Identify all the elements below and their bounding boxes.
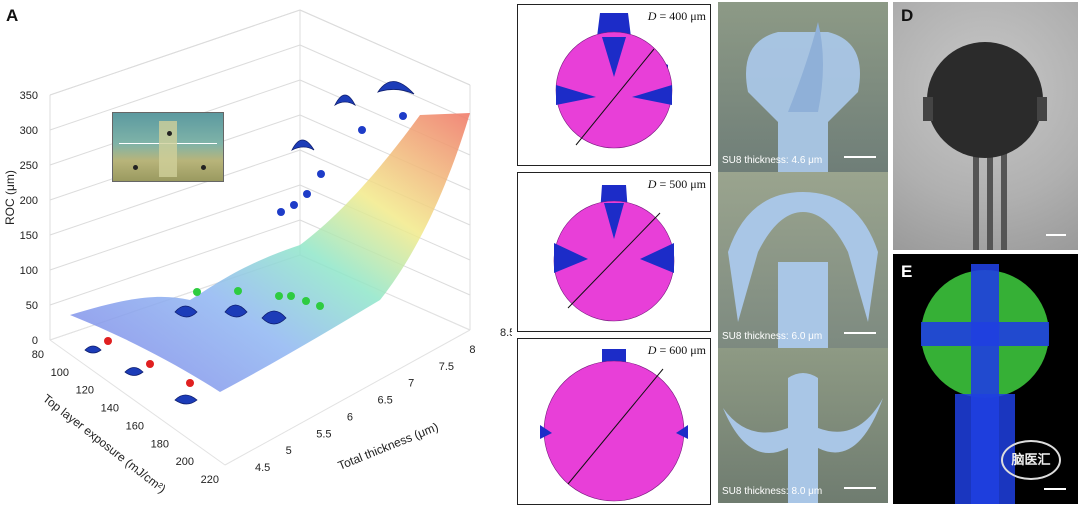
- structure-icon: [224, 304, 248, 318]
- x-tick-label: 5: [286, 445, 292, 457]
- watermark-logo: 脑医汇: [1001, 440, 1061, 480]
- sem-caption-8-0: SU8 thickness: 8.0 μm: [722, 486, 823, 497]
- roc-3d-chart: 0 50 100 150 200 250 300 350 4.5 5 5.5 6 6.5 7 7.5 8 8.…: [3, 9, 512, 496]
- sem-caption-6-0: SU8 thickness: 6.0 μm: [722, 331, 823, 342]
- x-tick-label: 7.5: [439, 361, 454, 373]
- diameter-label-600: D = 600 μm: [647, 343, 706, 357]
- diameter-label-400: D = 400 μm: [647, 9, 706, 23]
- structure-glyphs: [84, 81, 415, 405]
- z-tick-label: 50: [26, 300, 38, 312]
- data-point: [234, 287, 242, 295]
- z-tick-label: 0: [32, 335, 38, 347]
- z-tick-label: 200: [20, 195, 38, 207]
- mesh-model-400: D = 400 μm: [517, 4, 711, 166]
- sem-caption-4-6: SU8 thickness: 4.6 μm: [722, 155, 823, 166]
- data-point: [316, 302, 324, 310]
- data-point: [317, 170, 325, 178]
- data-point: [146, 360, 154, 368]
- fitted-surface: [70, 113, 470, 392]
- diameter-label-500: D = 500 μm: [647, 177, 706, 191]
- x-tick-label: 7: [408, 378, 414, 390]
- y-tick-label: 140: [101, 403, 119, 415]
- data-point: [104, 337, 112, 345]
- data-point: [186, 379, 194, 387]
- y-tick-label: 160: [126, 420, 144, 432]
- structure-icon: [261, 310, 287, 325]
- z-tick-label: 250: [20, 160, 38, 172]
- y-tick-label: 80: [32, 349, 44, 361]
- y-tick-label: 200: [176, 456, 194, 468]
- z-tick-label: 150: [20, 230, 38, 242]
- structure-icon: [174, 394, 198, 405]
- z-tick-label: 350: [20, 90, 38, 102]
- structure-icon: [174, 305, 198, 318]
- y-tick-label: 180: [151, 438, 169, 450]
- z-tick-label: 300: [20, 125, 38, 137]
- x-tick-label: 5.5: [316, 428, 331, 440]
- fluorescence-image: E 脑医汇: [893, 254, 1078, 504]
- y-tick-label: 100: [51, 367, 69, 379]
- sem-image-4-6: SU8 thickness: 4.6 μm: [718, 2, 888, 172]
- data-point: [290, 201, 298, 209]
- mesh-model-600: D = 600 μm: [517, 338, 711, 505]
- x-tick-label: 6.5: [378, 395, 393, 407]
- structure-icon: [84, 345, 102, 354]
- data-point: [193, 288, 201, 296]
- brightfield-image: D: [893, 2, 1078, 250]
- x-tick-label: 4.5: [255, 462, 270, 474]
- data-point: [277, 208, 285, 216]
- structure-icon: [291, 139, 315, 151]
- structure-icon: [124, 367, 144, 376]
- inset-device-image: [112, 112, 224, 182]
- x-axis-title: Total thickness (μm): [336, 420, 440, 473]
- z-tick-label: 100: [20, 265, 38, 277]
- scale-bar: [844, 487, 876, 489]
- data-point: [303, 190, 311, 198]
- data-point: [287, 292, 295, 300]
- data-point: [302, 297, 310, 305]
- scale-bar: [1044, 488, 1066, 490]
- panel-label-a: A: [6, 6, 19, 25]
- structure-icon: [334, 94, 356, 107]
- mesh-model-500: D = 500 μm: [517, 172, 711, 332]
- x-tick-label: 6: [347, 411, 353, 423]
- data-point: [399, 112, 407, 120]
- scale-bar: [844, 156, 876, 158]
- x-tick-label: 8.5: [500, 327, 512, 339]
- scale-bar: [844, 332, 876, 334]
- y-tick-label: 120: [76, 385, 94, 397]
- sem-image-6-0: SU8 thickness: 6.0 μm: [718, 172, 888, 348]
- data-point: [275, 292, 283, 300]
- y-tick-label: 220: [201, 474, 219, 486]
- scale-bar: [1046, 234, 1066, 236]
- structure-icon: [377, 81, 415, 95]
- panel-label-e: E: [901, 262, 913, 281]
- data-point: [358, 126, 366, 134]
- panel-label-d: D: [901, 6, 914, 25]
- sem-image-8-0: SU8 thickness: 8.0 μm: [718, 348, 888, 503]
- x-tick-label: 8: [469, 344, 475, 356]
- z-axis-title: ROC (μm): [3, 170, 17, 225]
